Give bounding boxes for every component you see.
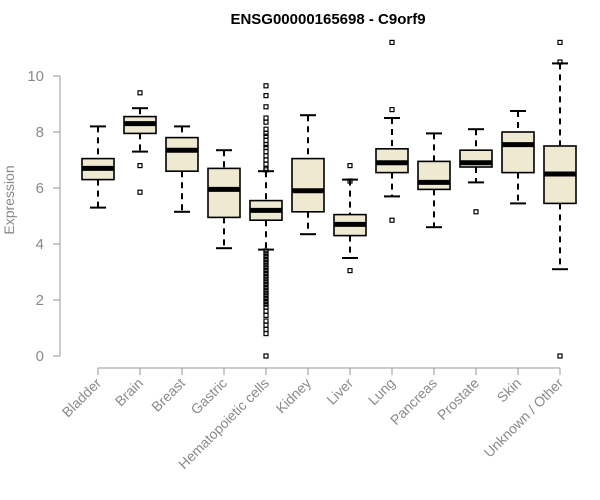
outlier-point	[263, 115, 269, 121]
outlier-point	[347, 268, 353, 274]
outlier-point	[263, 279, 269, 285]
outlier-point	[137, 90, 143, 96]
iqr-box	[207, 167, 241, 219]
outlier-point	[263, 322, 269, 328]
box-unknown-other	[543, 39, 577, 359]
iqr-box	[165, 136, 199, 173]
y-axis-label: Expression	[1, 165, 17, 234]
iqr-box	[291, 157, 325, 213]
outlier-point	[263, 273, 269, 279]
box-lung	[375, 39, 409, 223]
outlier-point	[347, 178, 353, 184]
outlier-point	[263, 293, 269, 299]
x-tick-label: Kidney	[273, 375, 315, 417]
iqr-box	[501, 131, 535, 174]
outlier-point	[263, 153, 269, 159]
y-axis: 0 2 4 6 8 10	[27, 68, 61, 365]
x-tick-label: Bladder	[59, 375, 105, 421]
box-breast	[165, 125, 199, 213]
outlier-point	[557, 39, 563, 46]
outlier-point	[263, 83, 269, 89]
iqr-box	[417, 160, 451, 191]
outlier-point	[263, 290, 269, 296]
y-tick-label: 4	[36, 236, 44, 253]
x-tick-label: Liver	[323, 375, 356, 408]
x-tick-label: Pancreas	[387, 375, 440, 428]
y-tick-label: 10	[27, 68, 44, 85]
outlier-point	[263, 353, 269, 359]
y-tick-label: 6	[36, 180, 44, 197]
box-kidney	[291, 114, 325, 236]
outlier-point	[263, 92, 269, 99]
outlier-point	[263, 256, 269, 262]
box-gastric	[207, 149, 241, 250]
outlier-point	[263, 331, 269, 337]
box-skin	[501, 110, 535, 205]
outlier-point	[263, 298, 269, 304]
outlier-point	[263, 137, 269, 143]
x-tick-label: Lung	[365, 375, 398, 408]
box-bladder	[81, 125, 115, 209]
outlier-point	[263, 304, 269, 310]
outlier-point	[557, 353, 563, 359]
outlier-point	[263, 142, 269, 148]
y-tick-label: 0	[36, 348, 44, 365]
outlier-point	[389, 39, 395, 46]
outlier-point	[263, 119, 269, 125]
chart-title: ENSG00000165698 - C9orf9	[230, 11, 425, 28]
outlier-point	[263, 268, 269, 274]
outlier-point	[263, 308, 269, 314]
outlier-point	[263, 126, 269, 132]
box-prostate	[459, 128, 493, 215]
outlier-point	[263, 301, 269, 307]
y-tick-label: 2	[36, 292, 44, 309]
outlier-point	[263, 270, 269, 276]
outlier-point	[263, 312, 269, 318]
outlier-point	[137, 163, 143, 169]
outlier-point	[389, 106, 395, 113]
outlier-point	[263, 262, 269, 268]
outlier-point	[263, 167, 269, 173]
outlier-point	[263, 259, 269, 265]
outlier-point	[263, 157, 269, 163]
plot-area	[81, 39, 577, 359]
box-liver	[333, 163, 367, 274]
x-tick-label: Prostate	[434, 375, 482, 423]
outlier-point	[263, 318, 269, 324]
outlier-point	[263, 130, 269, 136]
x-tick-label: Brain	[112, 375, 146, 409]
outlier-point	[389, 217, 395, 223]
outlier-point	[263, 282, 269, 288]
box-brain	[123, 90, 157, 195]
outlier-point	[473, 209, 479, 215]
outlier-point	[557, 59, 563, 65]
outlier-point	[263, 296, 269, 302]
outlier-point	[263, 265, 269, 271]
x-tick-label: Skin	[494, 375, 525, 406]
outlier-point	[263, 149, 269, 155]
outlier-point	[263, 248, 269, 254]
outlier-point	[263, 287, 269, 293]
outlier-point	[263, 104, 269, 110]
outlier-point	[263, 276, 269, 282]
outlier-point	[263, 251, 269, 257]
outlier-point	[263, 144, 269, 150]
outlier-point	[263, 326, 269, 332]
box-pancreas	[417, 132, 451, 229]
x-tick-label: Unknown / Other	[481, 375, 567, 461]
outlier-point	[263, 254, 269, 260]
outlier-point	[263, 284, 269, 290]
outlier-point	[263, 161, 269, 167]
outlier-point	[137, 189, 143, 195]
outlier-point	[347, 163, 353, 169]
y-tick-label: 8	[36, 124, 44, 141]
x-tick-label: Breast	[148, 375, 188, 415]
box-hematopoietic-cells	[249, 83, 283, 359]
